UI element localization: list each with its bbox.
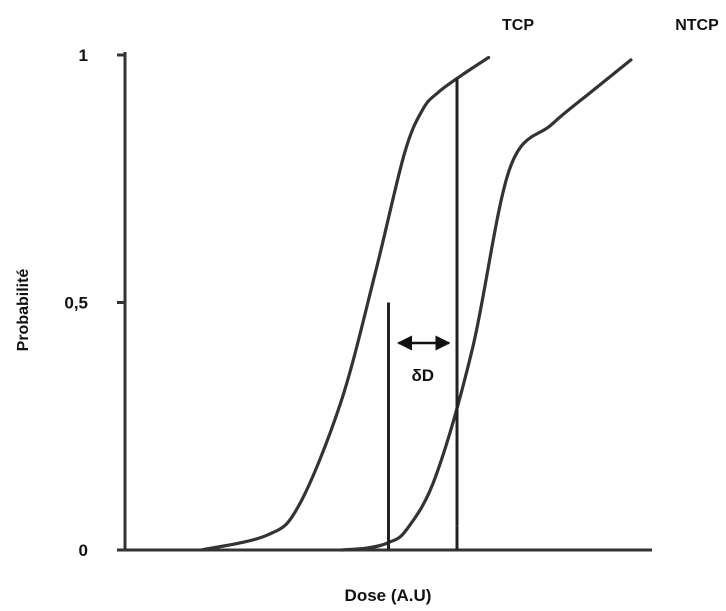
delta-dose-label: δD bbox=[411, 366, 434, 385]
tick-labels: 00,51 bbox=[64, 46, 88, 560]
series-labels: TCP NTCP bbox=[502, 17, 719, 34]
markers-layer bbox=[387, 78, 459, 550]
x-axis-label: Dose (A.U) bbox=[345, 586, 432, 605]
series-ntcp-label: NTCP bbox=[675, 17, 719, 34]
y-tick-label: 0 bbox=[79, 541, 88, 560]
y-axis-label: Probabilité bbox=[15, 269, 32, 352]
y-tick-label: 0,5 bbox=[64, 294, 88, 313]
series-layer bbox=[199, 55, 633, 552]
series-ntcp-curve bbox=[339, 58, 633, 552]
y-tick-label: 1 bbox=[79, 46, 88, 65]
axes bbox=[117, 52, 652, 552]
series-tcp-label: TCP bbox=[502, 17, 534, 34]
series-tcp-curve bbox=[199, 55, 491, 552]
